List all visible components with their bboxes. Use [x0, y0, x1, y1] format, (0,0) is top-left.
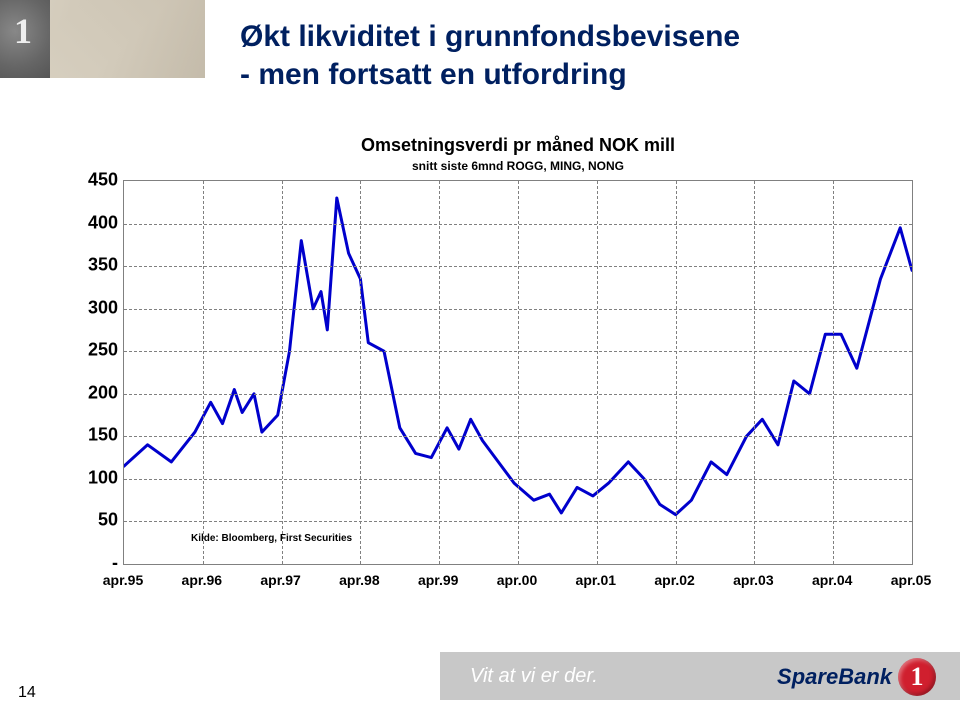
chart-source-note: Kilde: Bloomberg, First Securities — [191, 533, 352, 544]
grid-line-v — [282, 181, 283, 564]
y-axis-label: 100 — [64, 467, 118, 488]
chart-container: Omsetningsverdi pr måned NOK mill snitt … — [63, 135, 923, 610]
grid-line-v — [833, 181, 834, 564]
page-title: Økt likviditet i grunnfondsbevisene - me… — [240, 18, 740, 93]
y-axis-label: - — [64, 553, 118, 574]
header-people-icon — [50, 0, 205, 78]
chart-subtitle: snitt siste 6mnd ROGG, MING, NONG — [123, 159, 913, 173]
x-axis-label: apr.01 — [576, 572, 616, 588]
header-coin-icon — [0, 0, 50, 78]
grid-line-v — [754, 181, 755, 564]
x-axis-label: apr.99 — [418, 572, 458, 588]
grid-line-v — [676, 181, 677, 564]
chart-plot-area: Kilde: Bloomberg, First Securities — [123, 180, 913, 565]
grid-line-v — [597, 181, 598, 564]
y-axis-label: 50 — [64, 510, 118, 531]
y-axis-label: 400 — [64, 212, 118, 233]
footer-logo: SpareBank 1 — [777, 658, 936, 696]
x-axis-label: apr.98 — [339, 572, 379, 588]
x-axis-label: apr.97 — [260, 572, 300, 588]
x-axis-label: apr.03 — [733, 572, 773, 588]
grid-line-v — [518, 181, 519, 564]
grid-line-v — [439, 181, 440, 564]
x-axis-label: apr.00 — [497, 572, 537, 588]
y-axis-label: 450 — [64, 170, 118, 191]
chart-title: Omsetningsverdi pr måned NOK mill — [123, 135, 913, 156]
footer-logo-badge-icon: 1 — [898, 658, 936, 696]
grid-line-v — [360, 181, 361, 564]
title-line-1: Økt likviditet i grunnfondsbevisene — [240, 20, 740, 53]
x-axis-label: apr.02 — [654, 572, 694, 588]
y-axis-label: 350 — [64, 255, 118, 276]
header-photo — [0, 0, 205, 78]
y-axis-label: 200 — [64, 382, 118, 403]
x-axis-label: apr.04 — [812, 572, 852, 588]
page-number: 14 — [18, 684, 36, 702]
footer-logo-text: SpareBank — [777, 664, 892, 690]
x-axis-label: apr.95 — [103, 572, 143, 588]
x-axis-label: apr.96 — [182, 572, 222, 588]
footer-slogan: Vit at vi er der. — [470, 665, 598, 688]
grid-line-v — [203, 181, 204, 564]
y-axis-label: 300 — [64, 297, 118, 318]
x-axis-label: apr.05 — [891, 572, 931, 588]
y-axis-label: 250 — [64, 340, 118, 361]
title-line-2: - men fortsatt en utfordring — [240, 58, 627, 91]
y-axis-label: 150 — [64, 425, 118, 446]
